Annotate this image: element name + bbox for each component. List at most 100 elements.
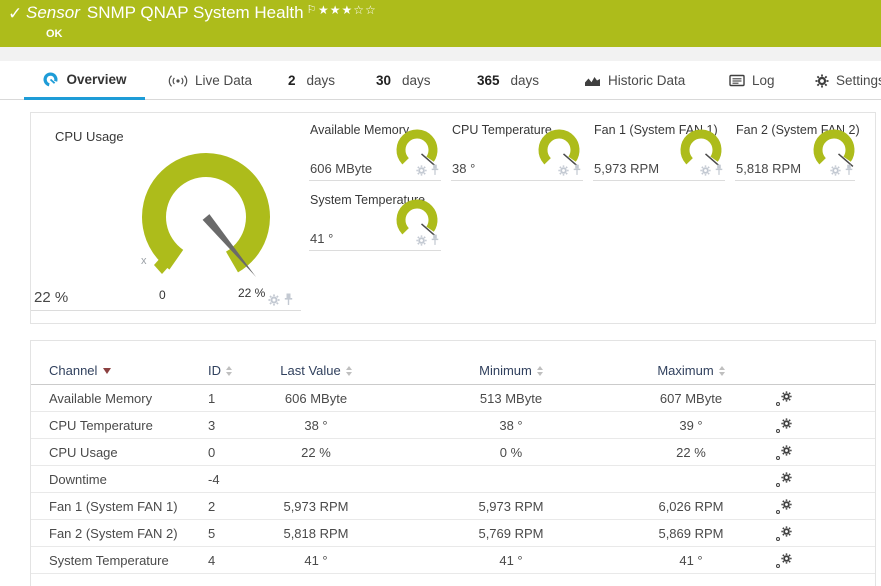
- tab-log[interactable]: Log: [729, 61, 775, 100]
- tab-settings[interactable]: Settings: [815, 61, 881, 100]
- gauge-icon: [43, 71, 58, 87]
- channel-name: System Temperature: [49, 552, 169, 568]
- gauge-cpu-temperature[interactable]: CPU Temperature 38 °: [451, 119, 583, 181]
- gauge-value: 38 °: [452, 161, 476, 176]
- tab-30-days[interactable]: 30 days: [376, 61, 431, 100]
- tab-historic-data-label: Historic Data: [608, 73, 686, 88]
- channel-name: CPU Usage: [49, 444, 118, 460]
- gear-icon: [815, 74, 829, 87]
- channel-maximum: 22 %: [676, 444, 706, 460]
- gauge-pin-icon[interactable]: [845, 164, 853, 176]
- tab-settings-label: Settings: [836, 73, 881, 88]
- status-badge: OK: [46, 28, 63, 40]
- column-header-minimum[interactable]: Minimum: [386, 363, 636, 378]
- tab-2-days[interactable]: 2 days: [288, 61, 335, 100]
- gauge-tools: [416, 234, 439, 246]
- gauge-pin-icon[interactable]: [431, 164, 439, 176]
- gauge-settings-gear-icon[interactable]: [558, 164, 569, 176]
- gauge-label: Fan 1 (System FAN 1): [594, 123, 718, 137]
- gauge-tools: [558, 164, 581, 176]
- page-title: SNMP QNAP System Health: [86, 3, 304, 22]
- table-row: Fan 2 (System FAN 2) 5 5,818 RPM 5,769 R…: [31, 520, 875, 547]
- gauge-pin-icon[interactable]: [431, 234, 439, 246]
- mini-gauge-dial: [538, 129, 580, 171]
- channel-name: Fan 2 (System FAN 2): [49, 525, 178, 541]
- object-kind-label: Sensor: [26, 3, 80, 22]
- gauge-system-temperature[interactable]: System Temperature 41 °: [309, 189, 441, 251]
- gauge-settings-gear-icon[interactable]: [268, 293, 280, 306]
- mini-gauge-dial: [680, 129, 722, 171]
- channel-settings-icon[interactable]: [776, 390, 792, 406]
- channels-table-header: Channel ID Last Value Minimum Maximum: [31, 357, 875, 385]
- gauge-settings-gear-icon[interactable]: [416, 164, 427, 176]
- channel-settings-icon[interactable]: [776, 552, 792, 568]
- gauge-scale-min: 0: [159, 288, 166, 302]
- tab-2-days-unit: days: [306, 73, 336, 88]
- channel-name: Fan 1 (System FAN 1): [49, 498, 178, 514]
- channel-id: 4: [208, 552, 216, 568]
- column-header-maximum-label: Maximum: [657, 363, 714, 378]
- tab-live-data[interactable]: Live Data: [168, 61, 252, 100]
- channel-settings-icon[interactable]: [776, 498, 792, 514]
- gauge-value: 22 %: [34, 289, 69, 306]
- flag-icon[interactable]: ⚐: [306, 4, 317, 16]
- stars-empty: ☆☆: [353, 3, 377, 17]
- channel-minimum: 41 °: [499, 552, 523, 568]
- gauge-value: 41 °: [310, 231, 334, 246]
- channel-last-value: 5,973 RPM: [283, 498, 349, 514]
- channel-maximum: 6,026 RPM: [658, 498, 724, 514]
- mini-gauge-dial: [396, 129, 438, 171]
- tab-overview[interactable]: Overview: [24, 61, 145, 100]
- gauge-available-memory[interactable]: Available Memory 606 MByte: [309, 119, 441, 181]
- sort-icon: [345, 365, 352, 376]
- channel-id: 3: [208, 417, 216, 433]
- tab-bar: Overview Live Data 2 days 30 days 365 da…: [0, 61, 881, 100]
- column-header-maximum[interactable]: Maximum: [636, 363, 746, 378]
- table-row: Fan 1 (System FAN 1) 2 5,973 RPM 5,973 R…: [31, 493, 875, 520]
- gauge-settings-gear-icon[interactable]: [416, 234, 427, 246]
- channel-settings-icon[interactable]: [776, 444, 792, 460]
- gauge-fan-2[interactable]: Fan 2 (System FAN 2) 5,818 RPM: [735, 119, 860, 181]
- channel-last-value: 5,818 RPM: [283, 525, 349, 541]
- sensor-title-row: Sensor SNMP QNAP System Health ⚐: [26, 3, 316, 23]
- channel-maximum: 39 °: [679, 417, 703, 433]
- gauge-pin-icon[interactable]: [284, 293, 293, 306]
- header-divider: [0, 47, 881, 61]
- channel-settings-icon[interactable]: [776, 471, 792, 487]
- priority-star-rating[interactable]: ★★★☆☆: [318, 3, 377, 17]
- column-header-last-value[interactable]: Last Value: [246, 363, 386, 378]
- gauge-fan-1[interactable]: Fan 1 (System FAN 1) 5,973 RPM: [593, 119, 725, 181]
- gauge-settings-gear-icon[interactable]: [830, 164, 841, 176]
- gauge-label: CPU Usage: [55, 129, 124, 144]
- gauge-cpu-usage[interactable]: CPU Usage x 0 22 % 22 %: [31, 119, 301, 311]
- gauge-settings-gear-icon[interactable]: [700, 164, 711, 176]
- tab-365-days-number: 365: [477, 73, 500, 88]
- tab-live-data-label: Live Data: [195, 73, 253, 88]
- channel-settings-icon[interactable]: [776, 525, 792, 541]
- gauge-value: 5,973 RPM: [594, 161, 660, 176]
- gauge-pin-icon[interactable]: [573, 164, 581, 176]
- cpu-usage-gauge-dial: [142, 153, 270, 281]
- gauge-x-marker: x: [141, 255, 147, 267]
- sort-desc-icon: [103, 367, 112, 374]
- gauge-pin-icon[interactable]: [715, 164, 723, 176]
- channel-settings-icon[interactable]: [776, 417, 792, 433]
- channel-name: Downtime: [49, 471, 107, 487]
- tab-historic-data[interactable]: Historic Data: [584, 61, 685, 100]
- column-header-channel[interactable]: Channel: [49, 363, 208, 378]
- tab-overview-label: Overview: [66, 71, 127, 87]
- channel-minimum: 38 °: [499, 417, 523, 433]
- ok-check-icon: ✓: [8, 4, 23, 23]
- column-header-id[interactable]: ID: [208, 363, 246, 378]
- channel-maximum: 607 MByte: [659, 390, 723, 406]
- gauge-value: 606 MByte: [310, 161, 373, 176]
- channel-last-value: 38 °: [304, 417, 328, 433]
- tab-365-days[interactable]: 365 days: [477, 61, 539, 100]
- channel-minimum: 513 MByte: [479, 390, 543, 406]
- gauge-label: System Temperature: [310, 193, 426, 207]
- channel-name: Available Memory: [49, 390, 153, 406]
- table-row: System Temperature 4 41 ° 41 ° 41 °: [31, 547, 875, 574]
- channels-table-panel: Channel ID Last Value Minimum Maximum Av…: [30, 340, 876, 586]
- channel-last-value: 606 MByte: [284, 390, 348, 406]
- channel-last-value: 22 %: [301, 444, 331, 460]
